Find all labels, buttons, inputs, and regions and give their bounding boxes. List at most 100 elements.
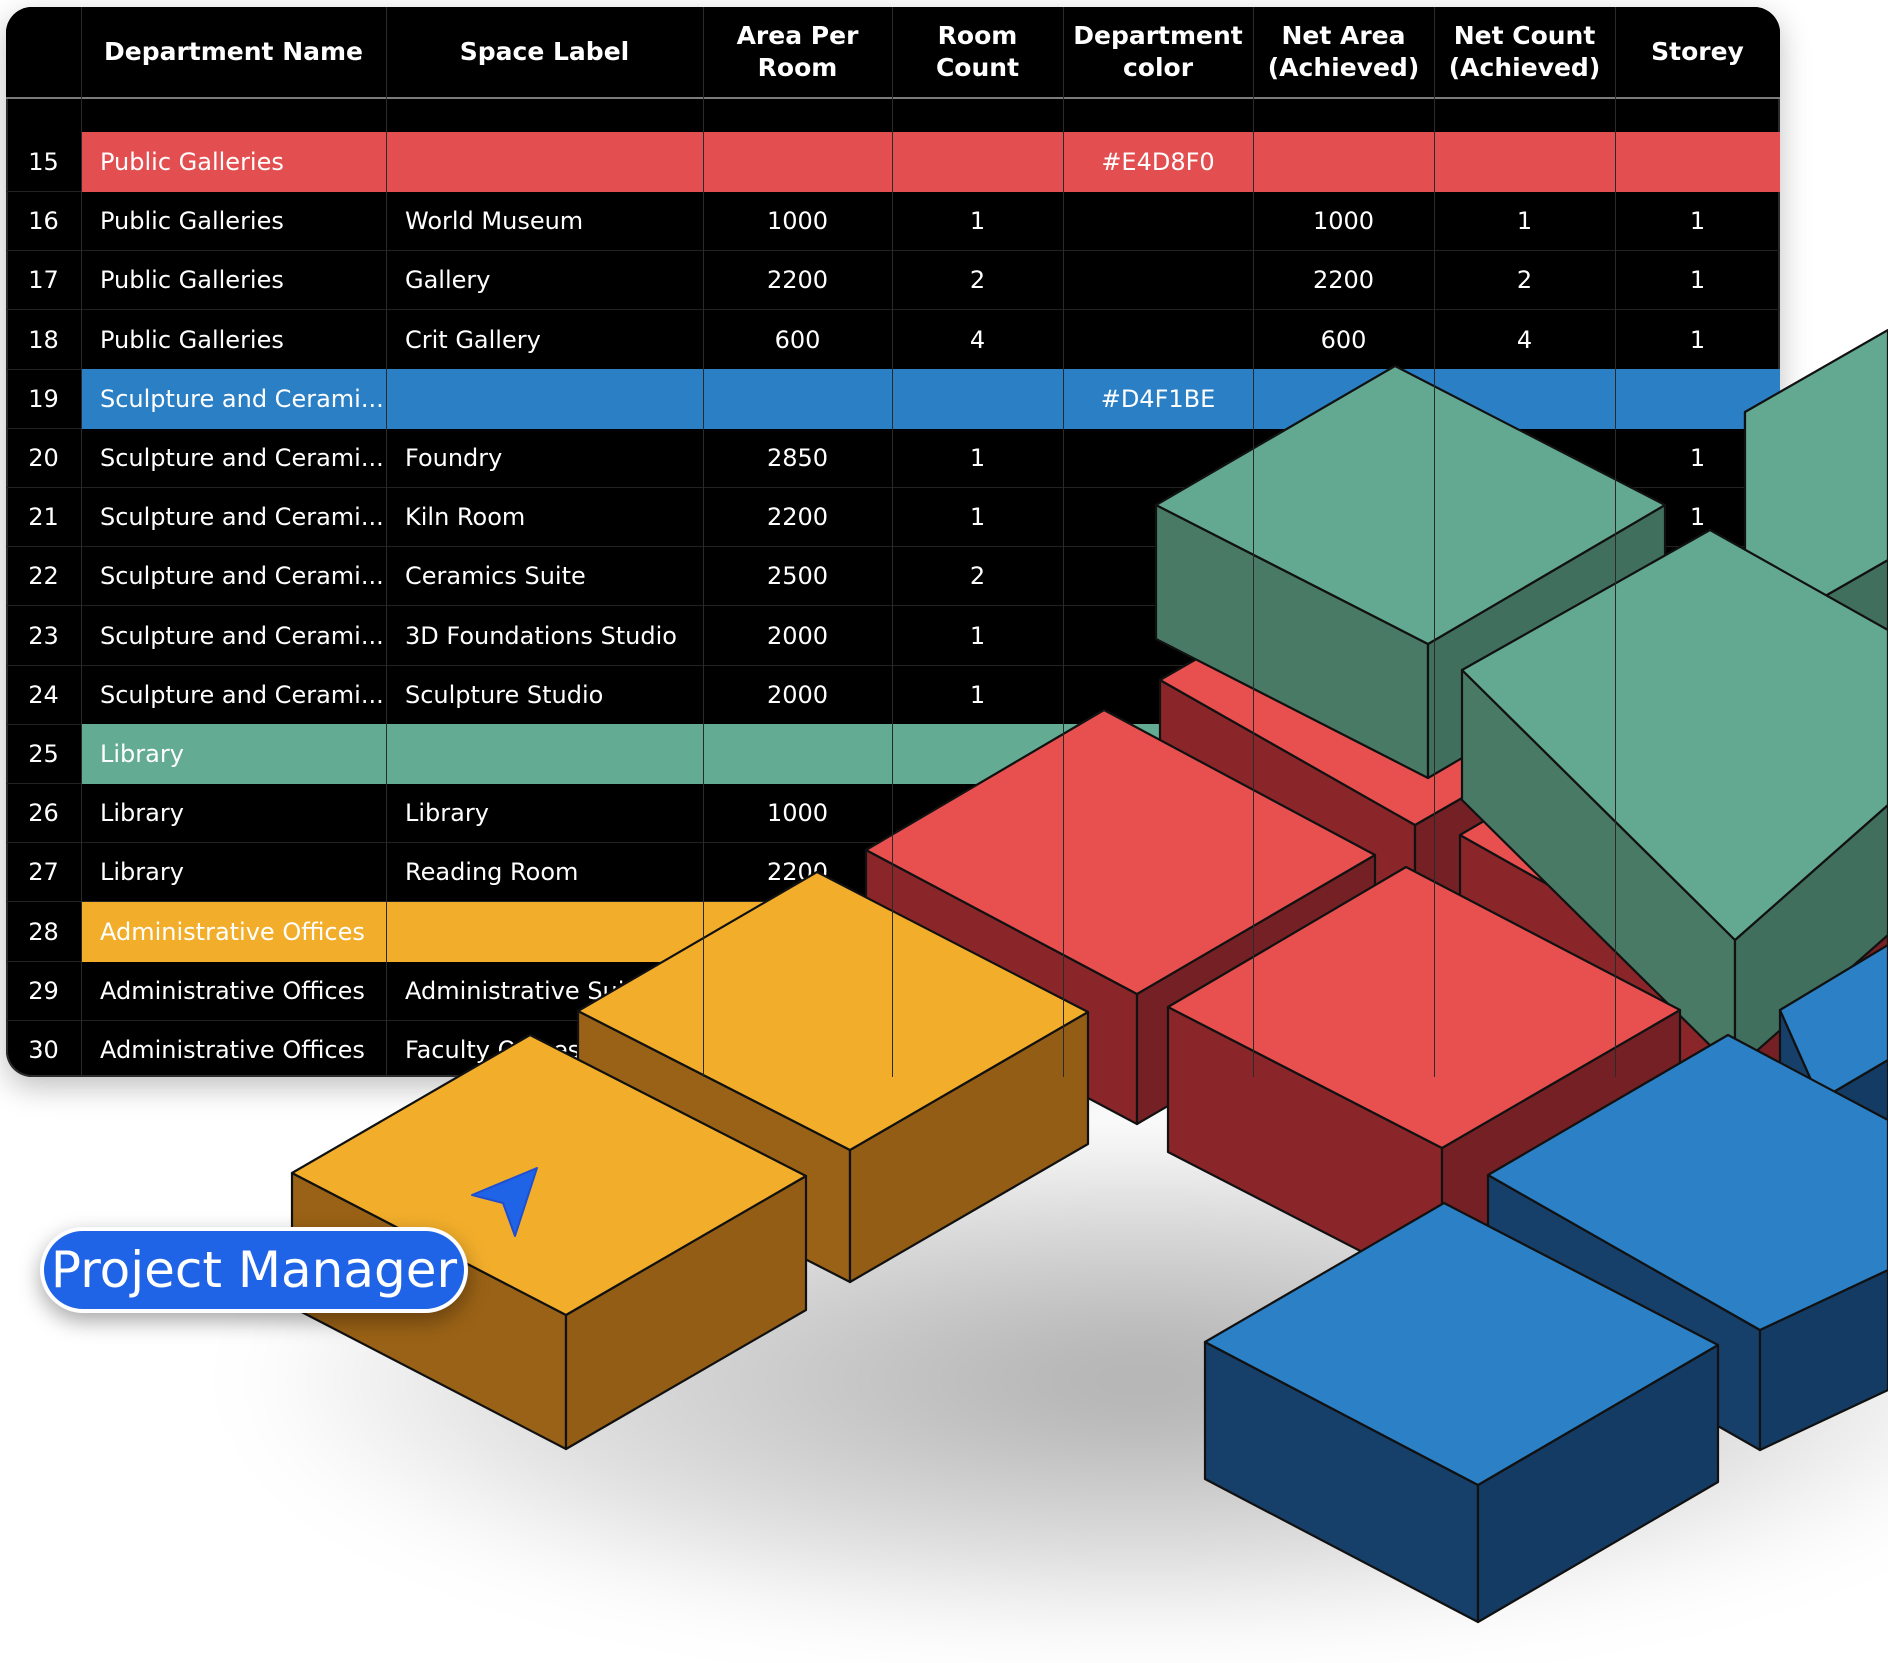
cell-color[interactable]: #E4D8F0 [1101,147,1215,176]
row-number: 29 [28,976,59,1005]
table-header: Department Name Space Label Area Per Room R… [6,7,1780,99]
table-row[interactable]: 16 Public Galleries World Museum 1000 1 1000 1… [6,191,1780,251]
cell-department[interactable]: Library [100,798,184,827]
column-header-count[interactable]: Room Count [935,21,1020,82]
cell-storey[interactable]: 1 [1689,325,1706,354]
cell-space[interactable]: Library [405,798,489,827]
project-manager-badge: Project Manager [40,1227,468,1313]
block-top-face [1154,364,1667,646]
cell-count[interactable]: 2 [969,265,986,294]
cell-color[interactable]: #D4F1BE [1100,384,1216,413]
column-header-storey[interactable]: Storey [1651,37,1744,66]
cell-count[interactable]: 1 [969,502,986,531]
block-top-face [1778,943,1888,1102]
cell-space[interactable]: World Museum [405,206,584,235]
cell-area[interactable]: 1000 [766,206,829,235]
cell-department[interactable]: Sculpture and Cerami... [100,680,384,709]
row-number: 24 [28,680,59,709]
cell-area[interactable]: 2200 [766,265,829,294]
cell-area[interactable]: 2000 [766,680,829,709]
cell-space[interactable]: Reading Room [405,857,579,886]
cell-department[interactable]: Administrative Offices [100,1035,365,1064]
column-header-space[interactable]: Space Label [459,37,630,66]
cell-count[interactable]: 1 [969,206,986,235]
column-divider [1063,7,1064,1077]
cell-net-area[interactable]: 1000 [1312,206,1375,235]
cell-count[interactable]: 1 [969,621,986,650]
row-number: 18 [28,325,59,354]
cell-department[interactable]: Sculpture and Cerami... [100,502,384,531]
block-top-face [1166,865,1682,1150]
cell-department[interactable]: Administrative Offices [100,976,365,1005]
row-number: 15 [28,147,59,176]
cell-storey[interactable]: 1 [1689,502,1706,531]
cell-area[interactable]: 1000 [766,798,829,827]
table-row[interactable]: 17 Public Galleries Gallery 2200 2 2200 2 1 [6,250,1780,310]
table-row[interactable]: 21 Sculpture and Cerami... Kiln Room 2200 1 1 [6,487,1780,547]
cell-space[interactable]: Crit Gallery [405,325,541,354]
cell-net-area[interactable]: 2200 [1312,265,1375,294]
column-header-area[interactable]: Area Per Room [736,21,859,82]
cell-department[interactable]: Library [100,739,184,768]
cell-department[interactable]: Public Galleries [100,265,284,294]
column-header-net-area[interactable]: Net Area (Achieved) [1267,21,1420,82]
cell-department[interactable]: Library [100,857,184,886]
column-divider [1434,7,1435,1077]
cell-storey[interactable]: 1 [1689,443,1706,472]
cell-net-count[interactable]: 4 [1516,325,1533,354]
row-number: 19 [28,384,59,413]
column-divider [1615,7,1616,1077]
cell-department[interactable]: Public Galleries [100,325,284,354]
cell-area[interactable]: 2000 [766,621,829,650]
row-number: 16 [28,206,59,235]
column-header-color[interactable]: Department color [1073,21,1243,82]
cell-space[interactable]: Kiln Room [405,502,526,531]
cell-space[interactable]: Sculpture Studio [405,680,604,709]
cell-department[interactable]: Sculpture and Cerami... [100,384,384,413]
table-row[interactable]: 20 Sculpture and Cerami... Foundry 2850 1 1 [6,428,1780,488]
table-row[interactable]: 23 Sculpture and Cerami... 3D Foundations … [6,606,1780,666]
cell-space[interactable]: Ceramics Suite [405,561,586,590]
cell-area[interactable]: 600 [774,325,821,354]
cell-net-count[interactable]: 1 [1516,206,1533,235]
block-top-face [576,870,1090,1152]
cell-storey[interactable]: 1 [1689,206,1706,235]
cell-net-count[interactable]: 2 [1516,265,1533,294]
cell-area[interactable]: 2850 [766,443,829,472]
green-block[interactable] [1460,528,1888,1072]
cell-department[interactable]: Public Galleries [100,206,284,235]
cell-space[interactable]: Foundry [405,443,503,472]
blocks-group [290,328,1888,1624]
cell-net-area[interactable]: 600 [1320,325,1367,354]
cell-count[interactable]: 4 [969,325,986,354]
cell-department[interactable]: Sculpture and Cerami... [100,561,384,590]
cell-count[interactable]: 2 [969,561,986,590]
cell-area[interactable]: 2200 [766,502,829,531]
row-number: 22 [28,561,59,590]
cell-color[interactable] [1063,724,1253,783]
cell-storey[interactable]: 1 [1689,265,1706,294]
table-group-row[interactable]: 15 Public Galleries #E4D8F0 [6,132,1780,192]
column-divider [81,7,82,1077]
cell-area[interactable]: 2500 [766,561,829,590]
cell-department[interactable]: Administrative Offices [100,917,365,946]
block-top-face [290,1033,808,1317]
column-header-net-count[interactable]: Net Count (Achieved) [1448,21,1601,82]
cell-space[interactable]: Gallery [405,265,491,294]
blue-block[interactable] [1203,1201,1720,1624]
row-number: 25 [28,739,59,768]
table-row[interactable]: 22 Sculpture and Cerami... Ceramics Suite 2… [6,546,1780,606]
cell-department[interactable]: Sculpture and Cerami... [100,443,384,472]
cell-count[interactable]: 1 [969,680,986,709]
cell-department[interactable]: Public Galleries [100,147,284,176]
cell-department[interactable]: Sculpture and Cerami... [100,621,384,650]
block-top-face [1486,1033,1888,1332]
cell-count[interactable]: 1 [969,443,986,472]
cell-color[interactable] [1063,902,1253,961]
column-header-row-num[interactable] [6,7,81,97]
cell-space[interactable]: 3D Foundations Studio [405,621,677,650]
column-header-department[interactable]: Department Name [103,37,363,66]
block-top-face [1460,528,1888,942]
pointer-arrow-icon [471,1167,538,1237]
